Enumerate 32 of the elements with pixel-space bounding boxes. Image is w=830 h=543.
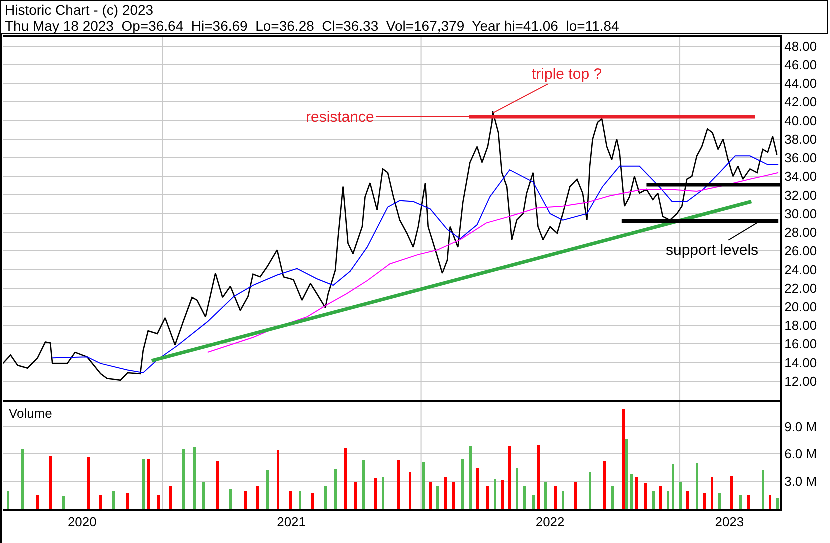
annotation: resistance xyxy=(306,109,374,126)
y-tick-label: 46.00 xyxy=(784,57,818,72)
x-tick-label: 2022 xyxy=(536,514,565,530)
x-tick-label: 2021 xyxy=(277,514,306,530)
y-tick-label: 30.00 xyxy=(784,206,818,222)
y-tick-label: 34.00 xyxy=(784,169,818,184)
y-tick-label: 14.00 xyxy=(784,355,818,370)
y-tick-label: 42.00 xyxy=(784,94,818,110)
y-tick-label: 26.00 xyxy=(784,244,818,259)
chart-title: Historic Chart - (c) 2023 xyxy=(5,2,155,18)
y-tick-label: 9.0 M xyxy=(784,419,818,434)
y-tick-label: 16.00 xyxy=(784,336,818,352)
y-tick-label: 12.00 xyxy=(784,374,818,389)
y-tick-label: 24.00 xyxy=(784,262,818,278)
y-tick-label: 36.00 xyxy=(784,150,818,166)
y-tick-label: 40.00 xyxy=(784,113,818,128)
y-tick-label: 28.00 xyxy=(784,225,818,240)
x-tick-label: 2023 xyxy=(715,514,744,530)
y-tick-label: 18.00 xyxy=(784,318,818,334)
y-tick-label: 20.00 xyxy=(784,299,818,314)
y-tick-label: 6.0 M xyxy=(784,446,818,462)
y-tick-label: 32.00 xyxy=(784,188,818,203)
annotation: support levels xyxy=(666,242,759,259)
x-tick-label: 2020 xyxy=(68,514,97,530)
y-tick-label: 38.00 xyxy=(784,132,818,147)
y-tick-label: 3.0 M xyxy=(784,474,818,490)
y-tick-label: 44.00 xyxy=(784,76,818,92)
y-tick-label: 48.00 xyxy=(784,38,818,54)
annotation: triple top ? xyxy=(532,66,602,83)
chart-subtitle: Thu May 18 2023 Op=36.64 Hi=36.69 Lo=36.28 Cl=36.33 Vol=167,379 Year hi=41.06 lo=11.84 xyxy=(5,18,620,34)
chart-title: Volume xyxy=(9,406,52,421)
y-tick-label: 22.00 xyxy=(784,280,818,296)
